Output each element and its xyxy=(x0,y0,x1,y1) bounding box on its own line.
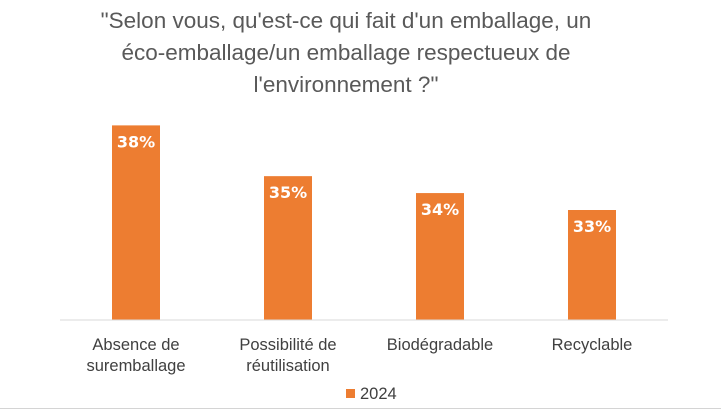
bar-1 xyxy=(112,125,160,320)
category-label-2-line-1: Possibilité de xyxy=(239,336,336,354)
category-label-2-line-2: réutilisation xyxy=(246,357,329,375)
chart-title-line-3: l'environnement ?" xyxy=(254,72,439,97)
bar-3 xyxy=(416,193,464,320)
bar-value-label-4: 33% xyxy=(573,217,611,236)
category-labels: Absence de suremballage Possibilité de réut… xyxy=(86,336,632,375)
bar-value-label-2: 35% xyxy=(269,183,307,202)
legend: 2024 xyxy=(346,385,397,403)
category-label-3-line-1: Biodégradable xyxy=(387,336,493,354)
bar-2 xyxy=(264,176,312,320)
chart-title-line-1: "Selon vous, qu'est-ce qui fait d'un emb… xyxy=(101,8,592,33)
chart-title-line-2: éco-emballage/un emballage respectueux d… xyxy=(121,40,570,65)
bar-4 xyxy=(568,210,616,320)
category-label-4-line-1: Recyclable xyxy=(552,336,633,354)
legend-swatch xyxy=(346,389,355,398)
bar-value-label-1: 38% xyxy=(117,132,155,151)
category-label-1-line-2: suremballage xyxy=(86,357,185,375)
bar-value-label-3: 34% xyxy=(421,200,459,219)
category-label-1-line-1: Absence de xyxy=(92,336,179,354)
bars: 38% 35% 34% 33% xyxy=(112,125,616,320)
chart-title: "Selon vous, qu'est-ce qui fait d'un emb… xyxy=(101,8,592,97)
legend-label-2024: 2024 xyxy=(360,385,397,403)
divider xyxy=(0,408,721,409)
